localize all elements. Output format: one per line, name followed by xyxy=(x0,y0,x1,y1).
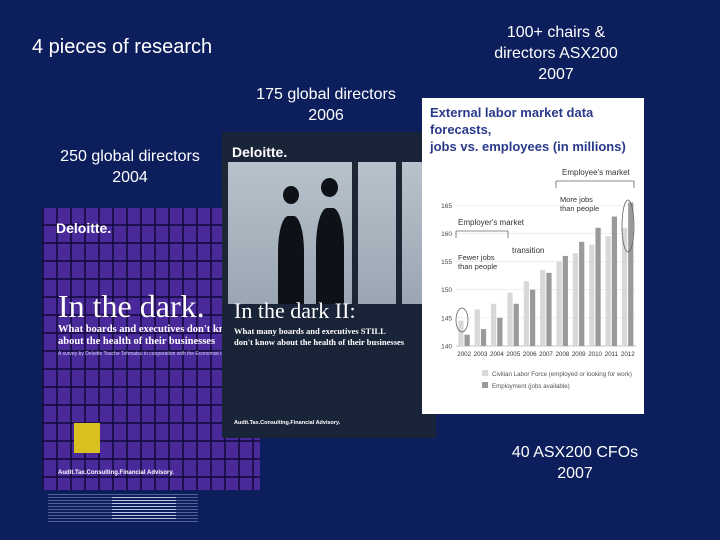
caption-2004: 250 global directors 2004 xyxy=(60,148,200,186)
x-tick-label: 2005 xyxy=(506,351,520,358)
legend-swatch-employment xyxy=(482,382,488,388)
x-tick-label: 2012 xyxy=(621,351,635,358)
bar-labor-force xyxy=(458,320,464,346)
y-tick-label: 165 xyxy=(441,203,452,210)
bar-employment xyxy=(464,334,470,346)
bar-employment xyxy=(513,303,519,346)
y-tick-label: 140 xyxy=(441,344,452,351)
employer-market-label: Employer's market xyxy=(458,218,525,227)
bar-labor-force xyxy=(589,244,595,346)
bar-employment xyxy=(595,227,601,346)
bar-employment xyxy=(628,202,634,346)
legend-swatch-labor xyxy=(482,370,488,376)
caption-2007-cfos: 40 ASX200 CFOs 2007 xyxy=(511,444,639,482)
bar-labor-force xyxy=(523,281,529,346)
cover-subtitle: What many boards and executives STILL do… xyxy=(234,326,405,347)
more-jobs-label: More jobs than people xyxy=(560,195,599,213)
bar-labor-force xyxy=(621,227,628,346)
bar-labor-force xyxy=(572,253,579,346)
cover-note: A survey by Deloitte Touche Tohmatsu in … xyxy=(58,351,256,357)
bar-employment xyxy=(579,241,585,346)
slide-title: 4 pieces of research xyxy=(32,36,213,58)
bar-labor-force xyxy=(605,236,611,346)
lit-window xyxy=(74,423,100,453)
x-tick-label: 2004 xyxy=(490,351,504,358)
bar-labor-force xyxy=(491,303,497,346)
x-tick-label: 2002 xyxy=(457,351,471,358)
bar-employment xyxy=(497,317,503,346)
office-window-photo xyxy=(222,162,436,304)
x-tick-label: 2007 xyxy=(539,351,553,358)
highlight-ellipse-left xyxy=(455,307,469,333)
x-tick-label: 2008 xyxy=(555,351,569,358)
deloitte-logo: Deloitte. xyxy=(56,220,112,236)
transition-label: transition xyxy=(512,246,544,255)
x-tick-label: 2011 xyxy=(605,351,619,358)
caption-2007-chairs: 100+ chairs & directors ASX200 2007 xyxy=(494,24,618,83)
chart-title: External labor market data forecasts, jo… xyxy=(430,105,626,154)
cover-title: In the dark II: xyxy=(234,298,356,323)
x-tick-label: 2003 xyxy=(474,351,488,358)
fine-print-table xyxy=(112,495,176,519)
bar-labor-force xyxy=(556,261,562,346)
employee-market-label: Employee's market xyxy=(562,168,631,177)
y-tick-label: 160 xyxy=(441,231,452,238)
bar-labor-force xyxy=(540,270,546,346)
bar-employment xyxy=(611,216,618,346)
report-cover-2007-chart: External labor market data forecasts, jo… xyxy=(422,98,644,414)
y-tick-label: 155 xyxy=(441,259,452,266)
bar-employment xyxy=(562,255,568,346)
fewer-jobs-label: Fewer jobs than people xyxy=(458,253,497,271)
y-tick-label: 145 xyxy=(441,315,452,322)
x-tick-label: 2006 xyxy=(523,351,537,358)
legend-label-employment: Employment (jobs available) xyxy=(492,383,570,390)
highlight-ellipse-right xyxy=(621,199,635,253)
x-tick-label: 2010 xyxy=(588,351,602,358)
bar-labor-force xyxy=(474,309,480,346)
x-tick-label: 2009 xyxy=(572,351,586,358)
legend-label-labor: Civilian Labor Force (employed or lookin… xyxy=(492,371,632,378)
caption-2006: 175 global directors 2006 xyxy=(256,86,396,124)
report-cover-2006: Deloitte. In the dark II: What many boar… xyxy=(222,132,436,438)
bar-employment xyxy=(480,329,487,346)
cover-footer: Audit.Tax.Consulting.Financial Advisory. xyxy=(234,420,341,426)
cover-title: In the dark. xyxy=(58,288,205,324)
deloitte-logo: Deloitte. xyxy=(232,144,288,160)
y-tick-label: 150 xyxy=(441,287,452,294)
bar-employment xyxy=(529,289,536,346)
bar-labor-force xyxy=(507,292,513,346)
bar-employment xyxy=(546,272,552,346)
cover-footer: Audit.Tax.Consulting.Financial Advisory. xyxy=(58,470,174,476)
